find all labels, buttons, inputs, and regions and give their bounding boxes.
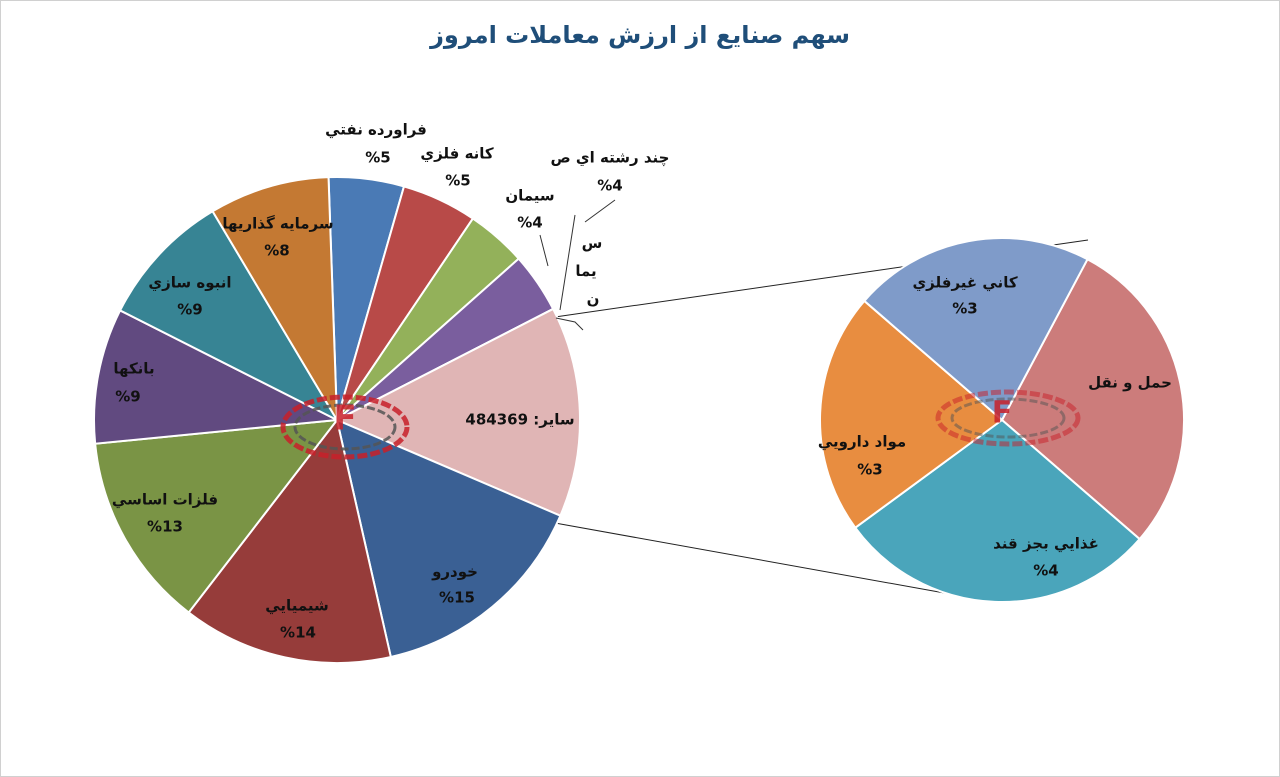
slice-label: ساير: 484369: [465, 411, 574, 429]
value-label: %4: [597, 177, 622, 195]
pie-slice: [118, 209, 340, 423]
value-label: %5: [445, 172, 470, 190]
slice-label: سيمان: [505, 187, 554, 205]
slice-label: خودرو: [431, 563, 478, 581]
pie-slice: [819, 299, 1004, 530]
slice-label: چند رشته اي ص: [551, 149, 670, 168]
leader-line: [584, 199, 616, 223]
slice-label: بانكها: [113, 360, 154, 378]
pie-slice: [862, 237, 1089, 422]
svg-text:F: F: [992, 396, 1013, 431]
slice-label: انبوه سازي: [148, 274, 231, 293]
connector: [554, 522, 951, 595]
watermark: F F: [280, 389, 1081, 460]
value-label: %3: [952, 300, 977, 318]
svg-text:F: F: [333, 399, 356, 439]
pie-slice: [334, 307, 581, 518]
value-label: %9: [177, 301, 202, 319]
value-label: %5: [365, 149, 390, 167]
leader-line: [559, 214, 576, 311]
value-label: %3: [857, 461, 882, 479]
slice-label: غذايي بجز قند: [993, 535, 1099, 553]
pie-slice: [1000, 257, 1185, 541]
value-label: %8: [264, 242, 289, 260]
slice-label: شيميايي: [265, 597, 329, 615]
pie-slice: [94, 418, 340, 614]
slice-label: كاني غيرفلزي: [912, 274, 1017, 293]
slice-label: فراورده نفتي: [325, 121, 427, 139]
pie-slice: [211, 176, 338, 421]
leader-line: [555, 317, 584, 331]
chart-title: سهم صنايع از ارزش معاملات امروز: [429, 21, 850, 49]
pie-slice: [187, 417, 393, 664]
pie-slice: [93, 309, 341, 445]
pie-slice: [335, 418, 562, 659]
value-label: %9: [115, 388, 140, 406]
slice-label: حمل و نقل: [1088, 374, 1172, 392]
value-label: %13: [147, 518, 183, 536]
slice-label: كانه فلزي: [420, 145, 494, 164]
value-label: %14: [280, 624, 316, 642]
value-label: %4: [517, 214, 542, 232]
pie-slice: [853, 418, 1142, 603]
value-label: %4: [1033, 562, 1058, 580]
slice-label: مواد دارويي: [818, 433, 906, 451]
leader-line: [539, 234, 549, 267]
slice-label: فلزات اساسي: [112, 491, 218, 509]
slice-label: سرمايه گذاريها: [222, 215, 333, 233]
value-label: %15: [439, 589, 475, 607]
